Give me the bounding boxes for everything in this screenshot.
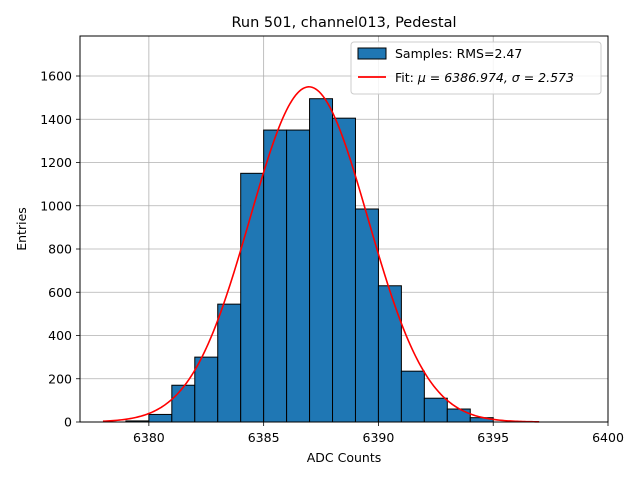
y-axis-ticks: 0 200 400 600 800 1000 1200 1400 1600 — [40, 69, 80, 430]
x-tick-label: 6395 — [477, 430, 509, 445]
x-tick-label: 6390 — [363, 430, 395, 445]
legend-histogram-swatch — [357, 47, 387, 60]
histogram-bars — [125, 98, 494, 423]
y-tick-label: 0 — [64, 415, 72, 430]
y-tick-label: 1600 — [40, 69, 72, 84]
legend-histogram-label: Samples: RMS=2.47 — [395, 46, 522, 61]
y-tick-label: 1200 — [40, 155, 72, 170]
fit-curve — [102, 86, 540, 423]
legend-fit-prefix: Fit: — [395, 70, 418, 85]
x-tick-label: 6380 — [133, 430, 165, 445]
legend-fit-label: Fit: μ = 6386.974, σ = 2.573 — [395, 70, 574, 85]
histogram-bar — [446, 408, 471, 423]
histogram-bar — [286, 129, 311, 423]
legend-fit-math: μ = 6386.974, σ = 2.573 — [417, 70, 574, 85]
plot-frame — [79, 35, 609, 423]
histogram-bar — [309, 98, 334, 423]
y-tick-label: 1400 — [40, 112, 72, 127]
histogram-bar — [171, 384, 196, 423]
y-tick-label: 1000 — [40, 198, 72, 213]
histogram-bar — [377, 285, 402, 423]
x-axis-label: ADC Counts — [307, 450, 382, 465]
histogram-bar — [217, 303, 242, 423]
x-tick-label: 6385 — [248, 430, 280, 445]
histogram-bar — [194, 356, 219, 423]
chart-title: Run 501, channel013, Pedestal — [231, 15, 456, 31]
histogram-bar — [423, 397, 448, 423]
y-tick-label: 400 — [48, 328, 72, 343]
x-tick-label: 6400 — [592, 430, 624, 445]
histogram-bar — [263, 129, 288, 423]
legend-box — [350, 41, 602, 95]
legend: Samples: RMS=2.47 Fit: μ = 6386.974, σ =… — [350, 41, 602, 95]
histogram-bar — [400, 370, 425, 423]
y-tick-label: 600 — [48, 285, 72, 300]
y-tick-label: 800 — [48, 242, 72, 257]
y-tick-label: 200 — [48, 371, 72, 386]
y-axis-label: Entries — [14, 207, 29, 251]
x-axis-ticks: 6380 6385 6390 6395 6400 — [133, 422, 624, 445]
histogram-bar — [148, 413, 173, 423]
